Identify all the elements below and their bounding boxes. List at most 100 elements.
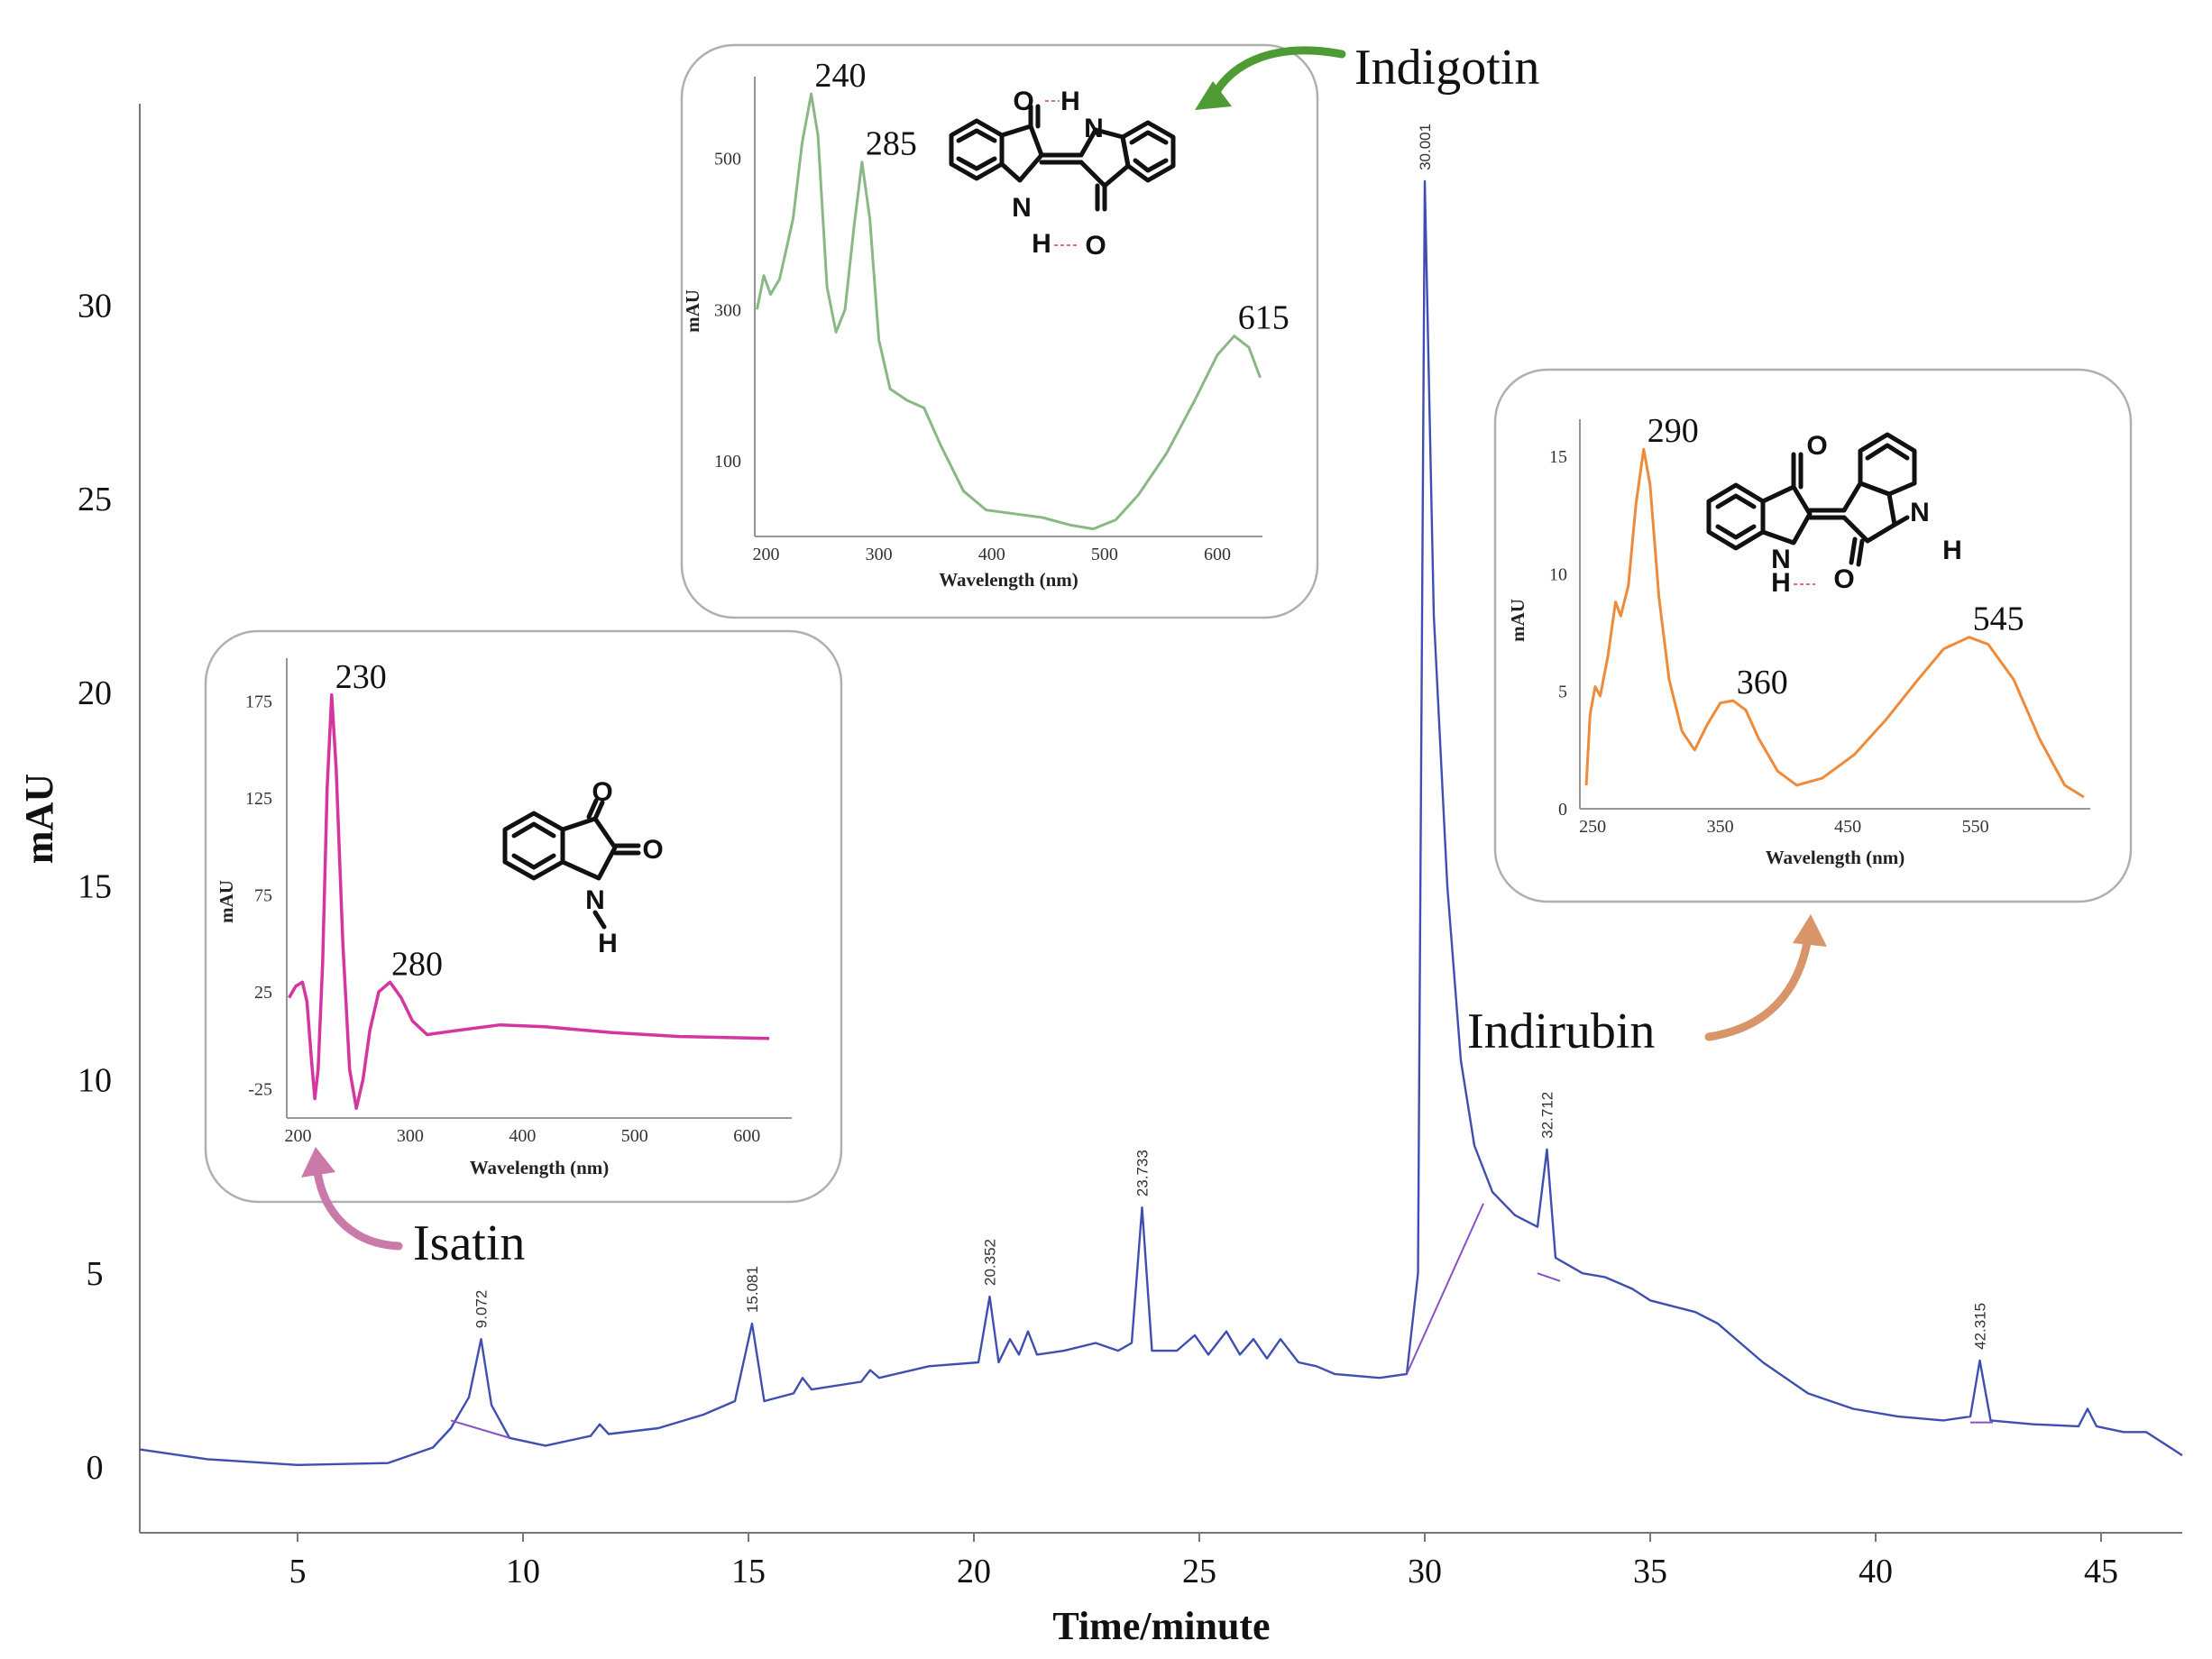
indirubin-inset-y-tick-0: 0 [1558, 800, 1567, 820]
indirubin-inset-x-tick-550: 550 [1962, 817, 1989, 837]
isatin-inset-x-tick-500: 500 [621, 1126, 648, 1146]
inset-isatin-chart: 200 300 400 500 600 -25 25 75 125 175 Wavelength (… [216, 658, 792, 1178]
indigotin-peak-label-240: 240 [815, 57, 867, 95]
indigotin-inset-x-tick-600: 600 [1204, 545, 1231, 564]
x-tick-label-40: 40 [1859, 1553, 1893, 1590]
indirubin-inset-y-tick-15: 15 [1549, 447, 1567, 467]
inset-indirubin-chart: 250 350 450 550 0 5 10 15 Wavelength (nm) mAU 290 3… [1507, 412, 2090, 868]
svg-text:H: H [1032, 229, 1051, 259]
isatin-label: Isatin [413, 1215, 525, 1271]
y-tick-label-10: 10 [78, 1061, 112, 1099]
inset-indigotin-frame [680, 43, 1319, 619]
baseline-2 [1537, 1272, 1561, 1282]
isatin-inset-y-title: mAU [216, 880, 237, 923]
baseline-1 [1406, 1203, 1484, 1375]
isatin-inset-y-tick--25: -25 [248, 1080, 272, 1100]
inset-indirubin-frame [1493, 368, 2133, 903]
retention-label-9.072: 9.072 [473, 1290, 491, 1329]
chromatogram-trace [139, 179, 2183, 1466]
indirubin-spectrum-line [1584, 447, 2085, 799]
indigotin-label: Indigotin [1354, 40, 1539, 96]
isatin-peak-label-230: 230 [335, 658, 387, 696]
isatin-spectrum-line [287, 693, 770, 1110]
indigotin-arrow [1208, 46, 1346, 102]
indigotin-spectrum-line [756, 92, 1262, 531]
indigotin-inset-y-tick-500: 500 [714, 150, 741, 170]
isatin-structure: O O N H [502, 777, 664, 958]
svg-text:N: N [1771, 545, 1791, 574]
indirubin-peak-label-360: 360 [1737, 664, 1788, 701]
baseline-0 [450, 1419, 510, 1439]
indigotin-peak-label-615: 615 [1238, 299, 1290, 337]
y-tick-label-30: 30 [78, 287, 112, 325]
indirubin-inset-x-title: Wavelength (nm) [1766, 847, 1905, 868]
indigotin-inset-y-tick-100: 100 [714, 452, 741, 472]
main-y-axis-title: mAU [17, 774, 61, 864]
svg-text:O: O [1085, 231, 1106, 261]
isatin-inset-x-tick-600: 600 [733, 1126, 760, 1146]
indirubin-inset-x-tick-450: 450 [1834, 817, 1861, 837]
retention-label-30.001: 30.001 [1417, 124, 1434, 170]
y-tick-label-25: 25 [78, 481, 112, 518]
indigotin-structure: O H N H N O [949, 87, 1176, 261]
indirubin-structure: O N H O N H [1706, 431, 1962, 598]
indigotin-inset-x-tick-500: 500 [1091, 545, 1118, 564]
indigotin-inset-x-tick-300: 300 [866, 545, 893, 564]
compound-labels: Indigotin Indirubin Isatin [301, 40, 1827, 1271]
x-tick-label-15: 15 [731, 1553, 766, 1590]
retention-label-23.733: 23.733 [1134, 1150, 1152, 1196]
y-tick-label-15: 15 [78, 868, 112, 906]
indirubin-inset-x-tick-250: 250 [1579, 817, 1606, 837]
inset-indigotin: 200 300 400 500 600 100 300 500 Wavelength (nm) m… [680, 43, 1319, 619]
indirubin-inset-y-tick-10: 10 [1549, 564, 1567, 584]
indirubin-peak-label-545: 545 [1973, 600, 2024, 638]
isatin-inset-y-tick-175: 175 [245, 692, 272, 711]
isatin-inset-y-tick-75: 75 [254, 886, 272, 906]
indigotin-inset-x-title: Wavelength (nm) [939, 569, 1078, 591]
indirubin-inset-y-tick-5: 5 [1558, 683, 1567, 702]
inset-isatin-frame [204, 629, 843, 1204]
svg-text:H: H [598, 929, 618, 958]
inset-indirubin: 250 350 450 550 0 5 10 15 Wavelength (nm) mAU 290 3… [1493, 368, 2133, 903]
isatin-peak-label-280: 280 [391, 945, 443, 983]
y-tick-label-20: 20 [78, 674, 112, 712]
x-tick-label-10: 10 [506, 1553, 540, 1590]
y-tick-label-0: 0 [87, 1449, 104, 1487]
svg-text:H: H [1942, 536, 1962, 565]
indirubin-inset-y-title: mAU [1507, 599, 1528, 642]
svg-text:N: N [1012, 193, 1032, 223]
indigotin-arrowhead [1195, 81, 1232, 110]
x-tick-label-45: 45 [2084, 1553, 2118, 1590]
x-tick-label-25: 25 [1182, 1553, 1216, 1590]
indigotin-inset-x-tick-400: 400 [978, 545, 1005, 564]
main-x-axis-title: Time/minute [1052, 1604, 1270, 1648]
retention-time-labels: 9.072 15.081 20.352 23.733 30.001 32.712 42.31… [473, 124, 1989, 1350]
indigotin-inset-y-title: mAU [682, 289, 703, 333]
indigotin-inset-x-tick-200: 200 [753, 545, 780, 564]
main-plot-area: 9.072 15.081 20.352 23.733 30.001 32.712 42.31… [139, 124, 2183, 1466]
svg-text:O: O [642, 835, 663, 865]
svg-text:N: N [585, 885, 605, 915]
isatin-arrow [313, 1168, 403, 1251]
indigotin-inset-y-tick-300: 300 [714, 300, 741, 320]
svg-text:N: N [1910, 498, 1930, 527]
integration-baselines [450, 1203, 1993, 1439]
svg-text:O: O [1806, 431, 1827, 461]
indirubin-arrowhead [1793, 914, 1827, 947]
y-tick-label-5: 5 [87, 1255, 104, 1293]
isatin-inset-x-tick-300: 300 [397, 1126, 424, 1146]
isatin-inset-x-tick-400: 400 [509, 1126, 536, 1146]
svg-text:N: N [1084, 114, 1104, 143]
retention-label-15.081: 15.081 [744, 1266, 761, 1313]
x-tick-label-5: 5 [289, 1553, 307, 1590]
indirubin-peak-label-290: 290 [1648, 412, 1699, 450]
indirubin-inset-x-tick-350: 350 [1707, 817, 1734, 837]
x-tick-label-35: 35 [1633, 1553, 1667, 1590]
retention-label-20.352: 20.352 [982, 1239, 999, 1286]
isatin-arrowhead [301, 1147, 335, 1178]
isatin-inset-y-tick-125: 125 [245, 789, 272, 809]
indigotin-peak-label-285: 285 [866, 125, 917, 163]
x-tick-label-20: 20 [957, 1553, 991, 1590]
